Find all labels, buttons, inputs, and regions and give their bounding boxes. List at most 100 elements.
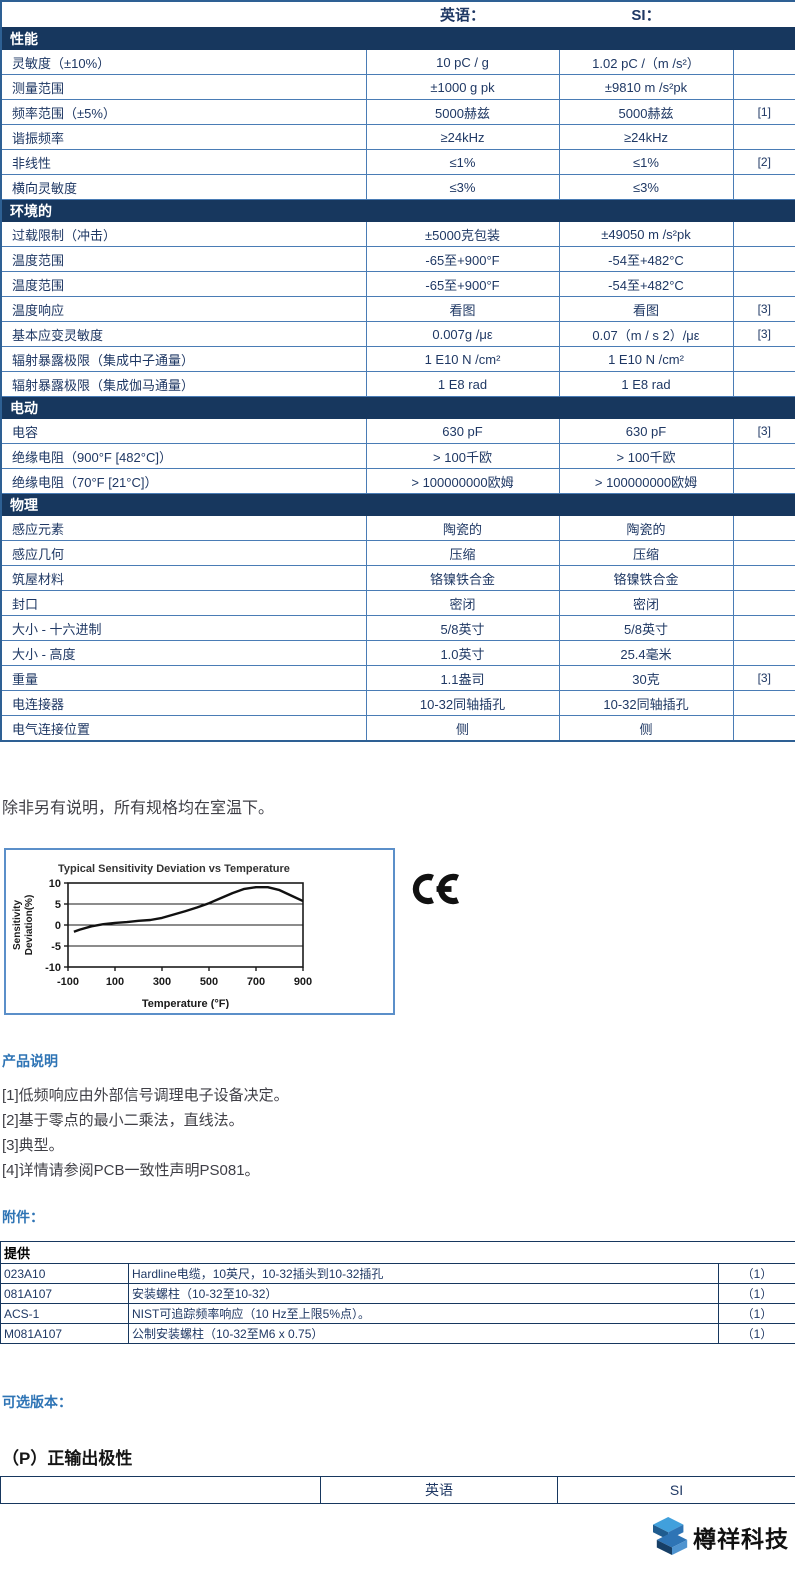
accessory-description: Hardline电缆，10英尺，10-32插头到10-32插孔 — [129, 1264, 719, 1284]
optional-version-header-row: 英语 SI — [1, 1477, 795, 1504]
sensitivity-deviation-chart: Typical Sensitivity Deviation vs Tempera… — [4, 848, 395, 1015]
spec-row: 筑屋材料铬镍铁合金铬镍铁合金 — [1, 566, 795, 591]
accessory-quantity: （1） — [719, 1324, 795, 1344]
spec-value-si: 压缩 — [559, 541, 733, 566]
spec-value-si: > 100千欧 — [559, 444, 733, 469]
spec-value-si: ±9810 m /s²pk — [559, 75, 733, 100]
spec-note-ref — [733, 591, 795, 616]
chart-y-tick-label: 0 — [55, 920, 61, 932]
spec-row-label: 电容 — [1, 419, 366, 444]
spec-row: 非线性≤1%≤1%[2] — [1, 150, 795, 175]
chart-y-tick-label: 5 — [55, 899, 61, 911]
optional-col-blank — [1, 1477, 321, 1504]
spec-row: 温度响应看图看图[3] — [1, 297, 795, 322]
spec-row-label: 灵敏度（±10%） — [1, 50, 366, 75]
column-header-english: 英语： — [366, 1, 559, 28]
spec-note-ref — [733, 616, 795, 641]
spec-section-title: 物理 — [1, 494, 795, 516]
spec-row: 温度范围-65至+900°F-54至+482°C — [1, 247, 795, 272]
spec-row: 横向灵敏度≤3%≤3% — [1, 175, 795, 200]
chart-x-tick-label: 100 — [106, 976, 124, 988]
spec-note-ref — [733, 175, 795, 200]
spec-row-label: 温度范围 — [1, 247, 366, 272]
column-header-si: SI： — [559, 1, 733, 28]
spec-value-si: -54至+482°C — [559, 272, 733, 297]
spec-value-si: 5000赫兹 — [559, 100, 733, 125]
spec-row-label: 非线性 — [1, 150, 366, 175]
spec-value-english: 1 E8 rad — [366, 372, 559, 397]
spec-note-ref — [733, 516, 795, 541]
chart-and-ce-row: Typical Sensitivity Deviation vs Tempera… — [4, 848, 795, 1015]
product-note-item: [4]详情请参阅PCB一致性声明PS081。 — [0, 1158, 795, 1183]
spec-row-label: 频率范围（±5%） — [1, 100, 366, 125]
brand-cube-icon — [653, 1514, 691, 1560]
spec-section-title: 电动 — [1, 397, 795, 419]
optional-col-english: 英语 — [321, 1477, 558, 1504]
accessory-description: 公制安装螺柱（10-32至M6 x 0.75） — [129, 1324, 719, 1344]
optional-versions-heading: 可选版本： — [0, 1392, 795, 1412]
column-header-blank — [1, 1, 366, 28]
spec-value-si: ≥24kHz — [559, 125, 733, 150]
spec-row-label: 温度范围 — [1, 272, 366, 297]
chart-y-tick-label: -10 — [45, 962, 61, 974]
spec-value-english: 630 pF — [366, 419, 559, 444]
spec-value-si: 铬镍铁合金 — [559, 566, 733, 591]
spec-value-english: 10 pC / g — [366, 50, 559, 75]
spec-row-label: 绝缘电阻（70°F [21°C]） — [1, 469, 366, 494]
spec-section-title: 环境的 — [1, 200, 795, 222]
spec-note-ref — [733, 469, 795, 494]
spec-value-english: 看图 — [366, 297, 559, 322]
spec-value-english: 1.1盎司 — [366, 666, 559, 691]
spec-note-ref: [1] — [733, 100, 795, 125]
optional-version-title: （P）正输出极性 — [0, 1444, 795, 1469]
spec-value-english: -65至+900°F — [366, 272, 559, 297]
spec-row: 感应元素陶瓷的陶瓷的 — [1, 516, 795, 541]
spec-row-label: 温度响应 — [1, 297, 366, 322]
spec-note-ref — [733, 444, 795, 469]
spec-row-label: 测量范围 — [1, 75, 366, 100]
spec-value-si: 1 E10 N /cm² — [559, 347, 733, 372]
chart-y-tick-label: -5 — [51, 941, 61, 953]
spec-value-si: 1 E8 rad — [559, 372, 733, 397]
spec-value-si: 看图 — [559, 297, 733, 322]
product-note-item: [3]典型。 — [0, 1133, 795, 1158]
product-notes-heading: 产品说明 — [0, 1051, 795, 1071]
spec-row: 温度范围-65至+900°F-54至+482°C — [1, 272, 795, 297]
spec-row-label: 绝缘电阻（900°F [482°C]） — [1, 444, 366, 469]
spec-row-label: 重量 — [1, 666, 366, 691]
spec-note-ref — [733, 50, 795, 75]
spec-value-si: 陶瓷的 — [559, 516, 733, 541]
spec-value-si: ≤3% — [559, 175, 733, 200]
spec-value-si: 5/8英寸 — [559, 616, 733, 641]
spec-row: 绝缘电阻（70°F [21°C]）> 100000000欧姆> 10000000… — [1, 469, 795, 494]
spec-value-si: ±49050 m /s²pk — [559, 222, 733, 247]
spec-value-si: > 100000000欧姆 — [559, 469, 733, 494]
spec-value-english: 10-32同轴插孔 — [366, 691, 559, 716]
chart-x-tick-label: 300 — [153, 976, 171, 988]
spec-value-si: 密闭 — [559, 591, 733, 616]
spec-value-si: 25.4毫米 — [559, 641, 733, 666]
spec-row: 封口密闭密闭 — [1, 591, 795, 616]
accessory-quantity: （1） — [719, 1284, 795, 1304]
spec-value-english: 0.007g /με — [366, 322, 559, 347]
optional-version-table: 英语 SI — [0, 1476, 795, 1504]
spec-value-english: 密闭 — [366, 591, 559, 616]
spec-value-english: ≤1% — [366, 150, 559, 175]
accessory-part-number: M081A107 — [1, 1324, 129, 1344]
spec-row-label: 大小 - 十六进制 — [1, 616, 366, 641]
spec-row: 感应几何压缩压缩 — [1, 541, 795, 566]
spec-value-si: 10-32同轴插孔 — [559, 691, 733, 716]
accessory-description: 安装螺柱（10-32至10-32） — [129, 1284, 719, 1304]
spec-note-ref: [3] — [733, 297, 795, 322]
spec-row-label: 筑屋材料 — [1, 566, 366, 591]
spec-value-english: 侧 — [366, 716, 559, 742]
